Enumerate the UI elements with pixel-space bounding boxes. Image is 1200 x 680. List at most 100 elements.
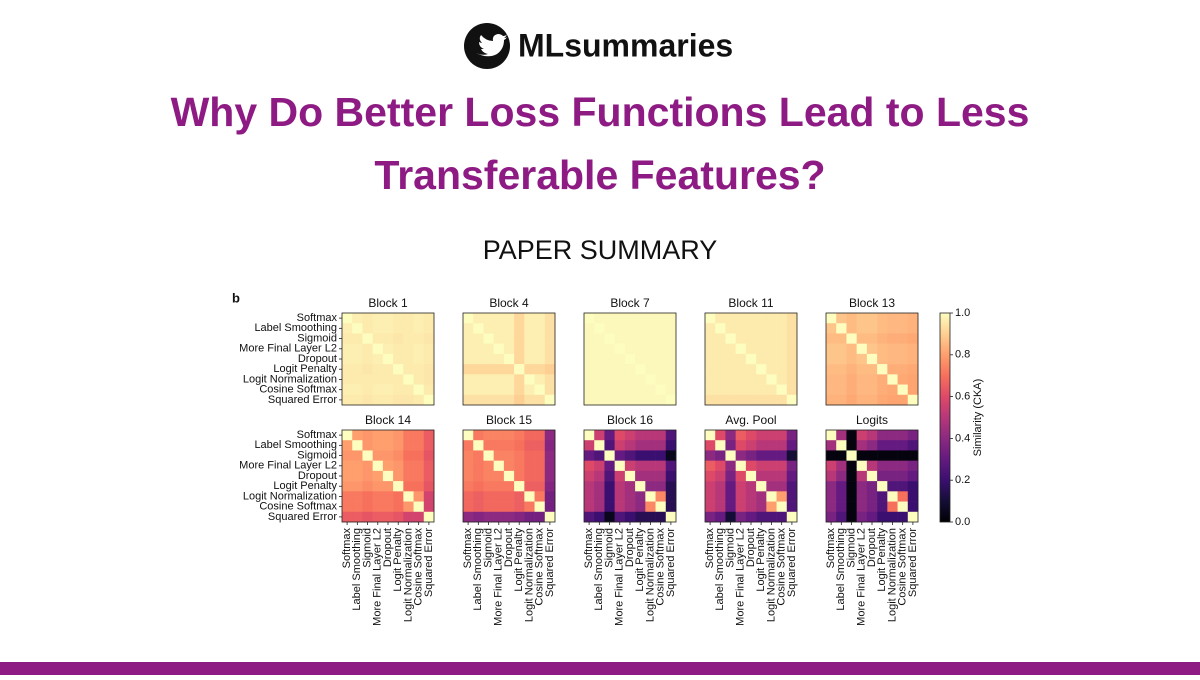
heatmap-cell [524,313,535,324]
heatmap-cell [614,323,626,334]
heatmap-cell [342,491,353,502]
heatmap-cell [766,323,777,334]
heatmap-cell [372,450,384,461]
heatmap-cell [725,384,736,396]
heatmap-cell [776,440,788,451]
heatmap-cell [635,313,646,324]
heatmap-cell [594,511,605,523]
heatmap-cell [856,491,868,502]
heatmap-cell [352,430,363,441]
heatmap-cell [372,313,384,324]
heatmap-cell [786,343,798,355]
heatmap-cell [352,470,363,482]
heatmap-cell [756,353,767,365]
heatmap-cell [786,501,798,513]
col-label: Label Smoothing [835,528,847,611]
row-label: Softmax [297,312,338,324]
heatmap-cell [372,364,384,375]
heatmap-cell [655,440,667,451]
heatmap-cell [483,333,494,344]
col-label: Softmax [341,528,353,569]
heatmap-cell [493,491,505,502]
heatmap-cell [655,323,667,334]
heatmap-cell [403,343,414,355]
heatmap-cell [715,333,726,344]
heatmap-cell [413,394,425,406]
heatmap-cell [342,450,353,461]
heatmap-cell [766,470,777,482]
heatmap-cell [594,470,605,482]
heatmap-cell [907,491,919,502]
heatmap-cell [493,450,505,461]
heatmap-cell [705,501,716,513]
heatmap-cell [725,343,736,355]
heatmap-cell [715,440,726,451]
heatmap-cell [624,353,636,365]
heatmap-cell [423,364,435,375]
heatmap-cell [907,313,919,324]
heatmap-cell [473,481,484,492]
heatmap-cell [463,491,474,502]
heatmap-cell [463,333,474,344]
heatmap-cell [524,323,535,334]
heatmap-cell [665,384,677,396]
heatmap-cell [735,343,747,355]
heatmap-cell [655,353,667,365]
heatmap-cell [715,313,726,324]
heatmap-cell [766,353,777,365]
heatmap-cell [866,394,878,406]
heatmap-cell [473,440,484,451]
heatmap-cell [473,343,484,355]
heatmap-cell [766,511,777,523]
heatmap-cell [403,440,414,451]
heatmap-cell [856,333,868,344]
heatmap-cell [624,394,636,406]
heatmap-cell [776,343,788,355]
heatmap-cell [786,430,798,441]
heatmap-cell [705,364,716,375]
heatmap-cell [544,491,556,502]
heatmap-cell [493,481,505,492]
heatmap-cell [463,353,474,365]
heatmap-cell [534,374,546,385]
row-label: More Final Layer L2 [239,460,337,472]
heatmap-cell [544,501,556,513]
heatmap-cell [766,501,777,513]
heatmap-cell [786,394,798,406]
heatmap-cell [756,440,767,451]
heatmap-cell [786,333,798,344]
heatmap-cell [614,353,626,365]
colorbar-label: Similarity (CKA) [972,379,984,457]
heatmap-cell [856,501,868,513]
heatmap-cell [705,511,716,523]
heatmap-cell [413,481,425,492]
heatmap-cell [544,313,556,324]
heatmap-cell [584,430,595,441]
heatmap-cell [907,364,919,375]
heatmap-cell [463,440,474,451]
heatmap-cell [897,374,909,385]
panel-frame [704,312,798,406]
col-label: Squared Error [544,528,556,597]
heatmap-cell [635,384,646,396]
heatmap-cell [584,481,595,492]
heatmap-cell [514,491,525,502]
col-label: Softmax [704,528,716,569]
heatmap-cell [776,511,788,523]
heatmap-cell [473,313,484,324]
heatmap-cell [877,394,888,406]
heatmap-cell [856,343,868,355]
heatmap-cell [756,384,767,396]
heatmap-cell [776,450,788,461]
heatmap-cell [382,374,394,385]
col-label: Logit Normalization [402,528,414,622]
col-label: Logit Penalty [513,528,525,592]
heatmap-cell [645,384,656,396]
heatmap-cell [503,460,515,472]
col-label: Dropout [382,528,394,567]
heatmap-cell [836,481,847,492]
heatmap-cell [352,511,363,523]
panel-frame [825,312,919,406]
heatmap-cell [877,313,888,324]
heatmap-cell [725,440,736,451]
